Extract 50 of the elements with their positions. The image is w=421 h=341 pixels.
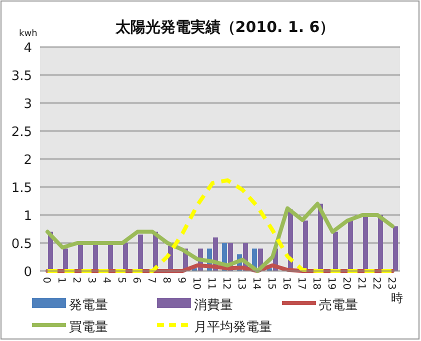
legend-label: 発電量 bbox=[69, 298, 108, 313]
x-axis-title: 時 bbox=[391, 291, 403, 305]
legend-label: 売電量 bbox=[319, 298, 358, 313]
legend-label: 消費量 bbox=[194, 298, 233, 313]
x-tick-label: 6 bbox=[130, 277, 142, 284]
x-tick-label: 1 bbox=[56, 277, 66, 284]
x-tick-label: 19 bbox=[326, 277, 336, 290]
bar bbox=[393, 226, 398, 271]
bar bbox=[138, 234, 143, 271]
y-tick-label: 4 bbox=[24, 41, 32, 56]
bar bbox=[348, 220, 353, 271]
x-tick-label: 8 bbox=[160, 277, 172, 284]
x-tick-label: 16 bbox=[280, 277, 292, 290]
y-axis-title: kwh bbox=[19, 29, 38, 39]
y-tick-label: 3 bbox=[24, 97, 32, 112]
y-tick-label: 2 bbox=[24, 153, 32, 168]
x-tick-label: 21 bbox=[356, 277, 366, 290]
y-tick-label: 1.5 bbox=[11, 181, 32, 196]
x-tick-label: 12 bbox=[220, 277, 232, 290]
bar bbox=[303, 220, 308, 271]
bar bbox=[363, 215, 368, 271]
x-tick-label: 22 bbox=[370, 277, 382, 290]
y-tick-label: 2.5 bbox=[11, 125, 32, 140]
x-tick-label: 23 bbox=[386, 277, 396, 290]
legend-label: 買電量 bbox=[69, 320, 108, 335]
x-tick-label: 20 bbox=[340, 277, 352, 290]
chart-title: 太陽光発電実績（2010. 1. 6） bbox=[114, 18, 335, 36]
x-tick-label: 13 bbox=[236, 277, 246, 290]
x-tick-label: 17 bbox=[296, 277, 306, 290]
x-tick-label: 3 bbox=[86, 277, 96, 284]
bar bbox=[63, 248, 68, 271]
x-tick-label: 4 bbox=[100, 277, 112, 284]
y-tick-label: 0.5 bbox=[11, 237, 32, 252]
x-tick-label: 9 bbox=[176, 277, 186, 284]
y-tick-label: 3.5 bbox=[11, 69, 32, 84]
x-tick-label: 15 bbox=[266, 277, 276, 290]
legend-label: 月平均発電量 bbox=[194, 320, 272, 335]
x-tick-label: 0 bbox=[40, 277, 52, 284]
bar bbox=[123, 243, 128, 271]
x-tick-label: 7 bbox=[146, 277, 156, 284]
y-tick-label: 1 bbox=[24, 209, 32, 224]
x-tick-label: 10 bbox=[190, 277, 202, 290]
x-tick-label: 2 bbox=[70, 277, 82, 284]
line-series bbox=[46, 202, 394, 273]
x-tick-label: 11 bbox=[206, 277, 216, 290]
bar bbox=[333, 232, 338, 271]
line-series bbox=[46, 178, 394, 273]
x-tick-label: 5 bbox=[116, 277, 126, 284]
x-tick-label: 14 bbox=[250, 277, 262, 290]
x-tick-label: 18 bbox=[310, 277, 322, 290]
